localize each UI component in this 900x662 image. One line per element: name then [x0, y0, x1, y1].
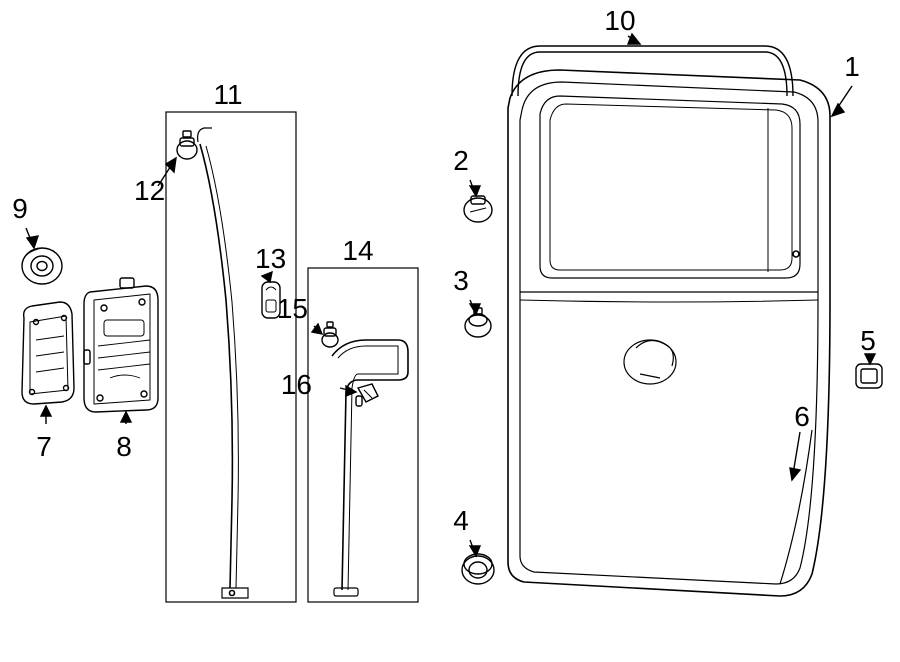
callout-arrows	[26, 34, 875, 556]
door-shell	[508, 70, 830, 596]
lower-seal-panel	[308, 268, 418, 602]
access-cover	[22, 302, 74, 404]
carrier-plate	[84, 278, 158, 412]
door-weatherstrip	[198, 128, 248, 598]
callout-9: 9	[12, 193, 28, 224]
callout-12: 12	[134, 175, 165, 206]
callout-2: 2	[453, 145, 469, 176]
weatherstrip-clip	[177, 131, 197, 159]
upper-molding	[512, 46, 793, 96]
callout-6: 6	[794, 401, 810, 432]
seal-clip	[322, 322, 338, 347]
grommet	[22, 248, 62, 284]
callout-16: 16	[281, 369, 312, 400]
callout-8: 8	[116, 431, 132, 462]
callout-14: 14	[342, 235, 373, 266]
callout-3: 3	[453, 265, 469, 296]
callout-13: 13	[255, 243, 286, 274]
callout-1: 1	[844, 51, 860, 82]
lower-seal	[332, 340, 408, 596]
plug	[856, 364, 882, 388]
side-cushion	[465, 308, 491, 337]
seal-bracket	[356, 384, 378, 406]
lower-bumper	[462, 554, 494, 584]
parts-diagram: 1 2 3 4 5 6 7 8 9 10 11 12 13 14 15 16	[0, 0, 900, 662]
callout-11: 11	[213, 79, 242, 110]
upper-cushion	[464, 196, 492, 222]
callout-10: 10	[604, 5, 635, 36]
callout-4: 4	[453, 505, 469, 536]
callout-7: 7	[36, 431, 52, 462]
callout-5: 5	[860, 325, 876, 356]
callout-15: 15	[277, 293, 308, 324]
